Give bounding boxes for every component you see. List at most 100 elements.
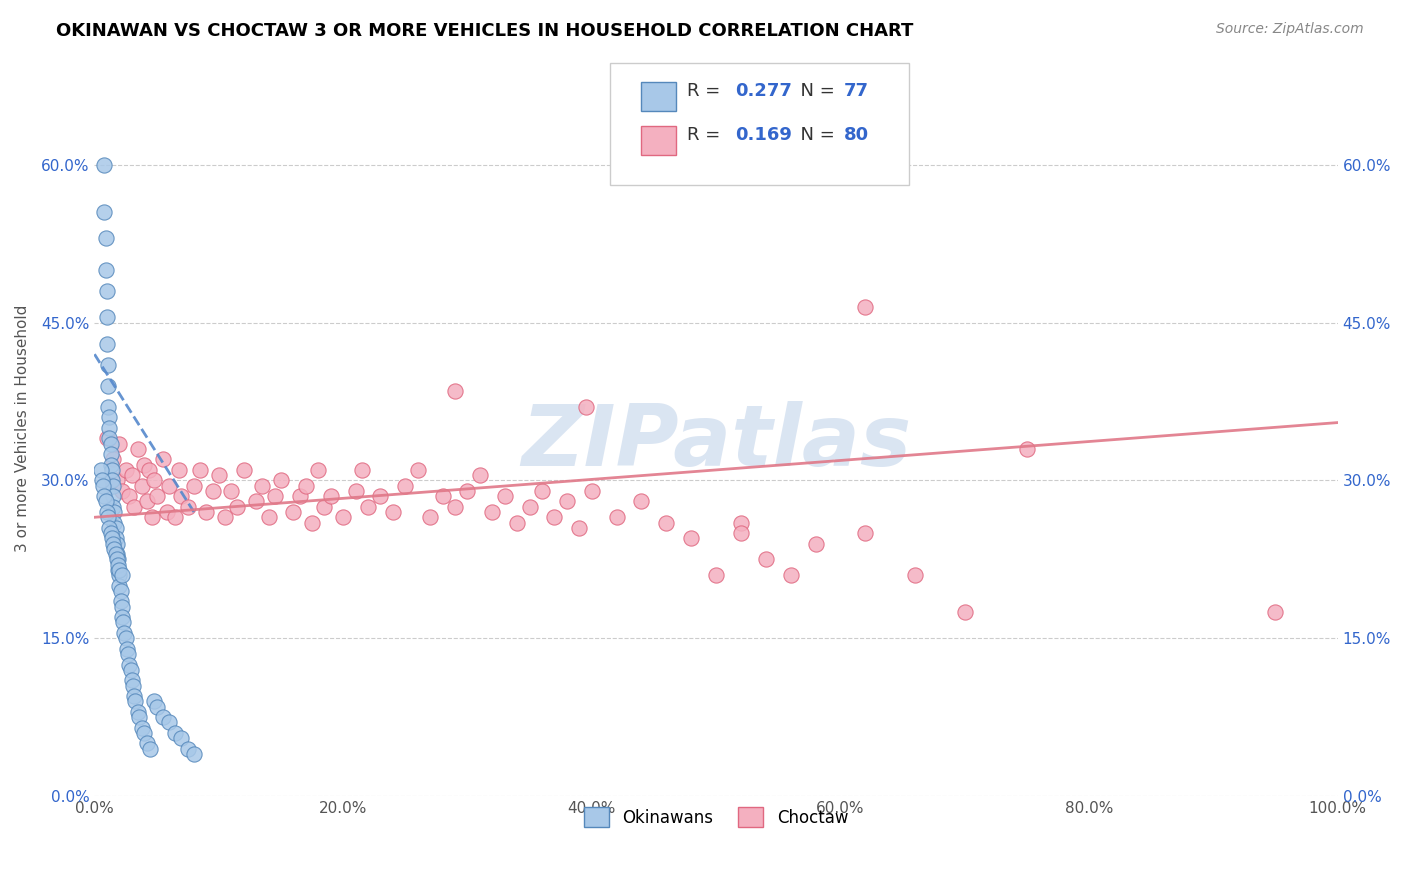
Point	[97, 358, 120, 372]
Point	[177, 500, 200, 514]
Point	[568, 521, 591, 535]
FancyBboxPatch shape	[641, 82, 676, 112]
Point	[105, 552, 128, 566]
Point	[114, 632, 136, 646]
Point	[456, 483, 478, 498]
Point	[804, 536, 827, 550]
Point	[90, 463, 112, 477]
Text: 0.277: 0.277	[735, 82, 792, 100]
Point	[98, 410, 121, 425]
Point	[394, 479, 416, 493]
Point	[90, 474, 112, 488]
Point	[183, 747, 205, 761]
Point	[100, 458, 122, 472]
Point	[574, 400, 596, 414]
Point	[138, 463, 160, 477]
Point	[131, 479, 153, 493]
Point	[155, 505, 177, 519]
Point	[152, 710, 174, 724]
Point	[101, 479, 124, 493]
Point	[108, 563, 131, 577]
Text: Source: ZipAtlas.com: Source: ZipAtlas.com	[1216, 22, 1364, 37]
Point	[122, 500, 145, 514]
Point	[1015, 442, 1038, 456]
Point	[134, 458, 156, 472]
Point	[183, 479, 205, 493]
Point	[145, 489, 167, 503]
Point	[1264, 605, 1286, 619]
Point	[953, 605, 976, 619]
Point	[143, 694, 166, 708]
Point	[779, 568, 801, 582]
Point	[127, 442, 149, 456]
Point	[103, 505, 125, 519]
Point	[100, 436, 122, 450]
Point	[157, 479, 180, 493]
Point	[108, 436, 131, 450]
Point	[111, 610, 134, 624]
Point	[101, 531, 124, 545]
Point	[730, 526, 752, 541]
Point	[98, 521, 121, 535]
Text: OKINAWAN VS CHOCTAW 3 OR MORE VEHICLES IN HOUSEHOLD CORRELATION CHART: OKINAWAN VS CHOCTAW 3 OR MORE VEHICLES I…	[56, 22, 914, 40]
Point	[506, 516, 529, 530]
Point	[350, 463, 373, 477]
Point	[110, 594, 132, 608]
Point	[115, 641, 138, 656]
Point	[257, 510, 280, 524]
Point	[110, 583, 132, 598]
Point	[170, 731, 193, 746]
Point	[263, 489, 285, 503]
Point	[853, 147, 876, 161]
Point	[468, 468, 491, 483]
Text: N =: N =	[789, 127, 841, 145]
Point	[283, 505, 305, 519]
Point	[100, 447, 122, 461]
Point	[97, 378, 120, 392]
Point	[94, 494, 117, 508]
Y-axis label: 3 or more Vehicles in Household: 3 or more Vehicles in Household	[15, 304, 30, 551]
Point	[381, 505, 404, 519]
Point	[319, 489, 342, 503]
Point	[111, 568, 134, 582]
Point	[111, 483, 134, 498]
Point	[494, 489, 516, 503]
Point	[97, 400, 120, 414]
Point	[543, 510, 565, 524]
Point	[201, 483, 224, 498]
Point	[143, 474, 166, 488]
Point	[96, 336, 118, 351]
Point	[704, 568, 727, 582]
Point	[214, 510, 236, 524]
Point	[481, 505, 503, 519]
Point	[134, 726, 156, 740]
Point	[219, 483, 242, 498]
Point	[419, 510, 441, 524]
Point	[188, 463, 211, 477]
Point	[295, 479, 318, 493]
Point	[370, 489, 392, 503]
Point	[444, 384, 467, 398]
Point	[96, 505, 118, 519]
Point	[105, 474, 128, 488]
Point	[681, 531, 703, 545]
Point	[581, 483, 603, 498]
Point	[357, 500, 380, 514]
Point	[93, 205, 115, 219]
Text: R =: R =	[688, 82, 727, 100]
Point	[270, 474, 292, 488]
Point	[97, 510, 120, 524]
Legend: Okinawans, Choctaw: Okinawans, Choctaw	[575, 798, 856, 836]
Point	[195, 505, 218, 519]
Point	[107, 552, 129, 566]
FancyBboxPatch shape	[610, 63, 908, 185]
Point	[118, 489, 141, 503]
Point	[105, 547, 128, 561]
Point	[853, 526, 876, 541]
Point	[108, 568, 131, 582]
Point	[112, 615, 135, 630]
Point	[252, 479, 274, 493]
Point	[755, 552, 778, 566]
Point	[93, 158, 115, 172]
Point	[165, 726, 187, 740]
